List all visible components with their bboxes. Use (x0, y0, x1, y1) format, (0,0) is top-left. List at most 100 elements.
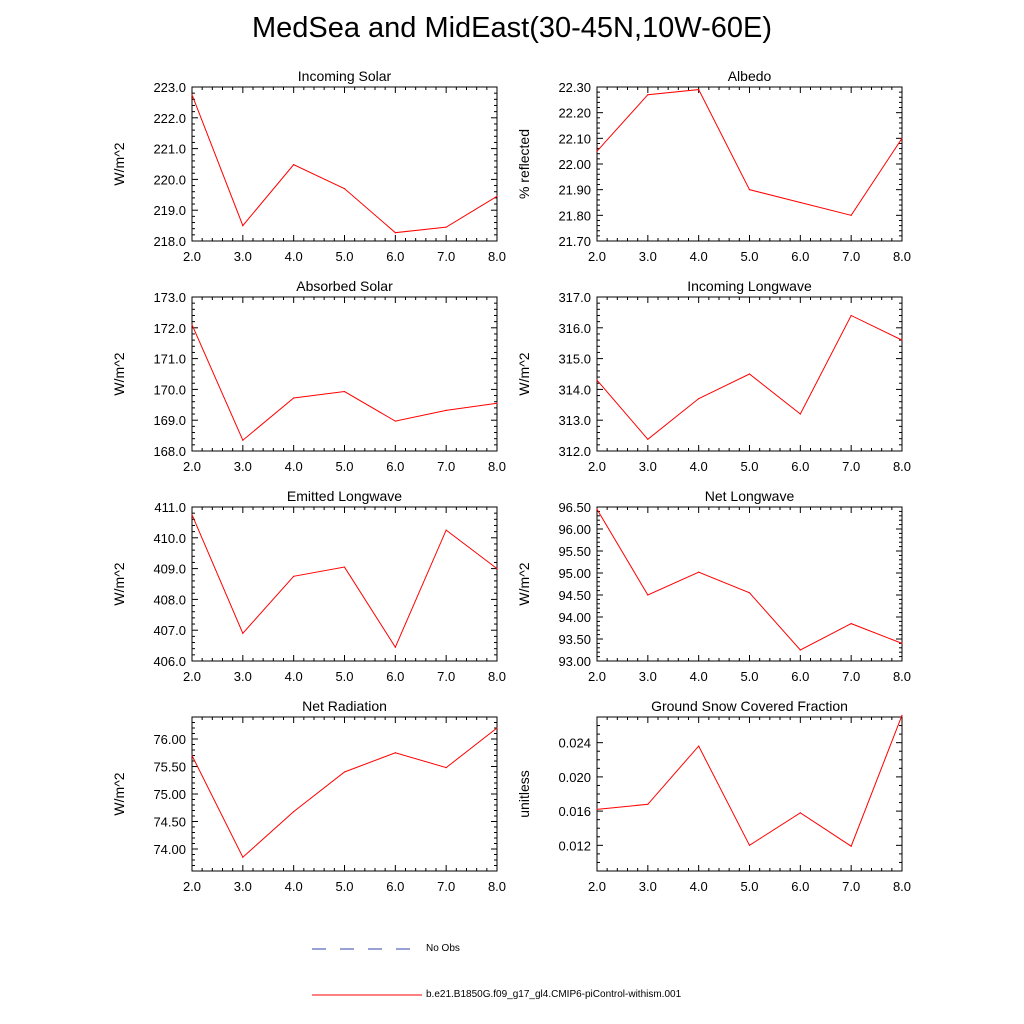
x-tick-label: 6.0 (386, 669, 404, 684)
data-point (191, 514, 193, 516)
x-tick-label: 6.0 (791, 459, 809, 474)
data-point (394, 752, 396, 754)
data-point (496, 727, 498, 729)
x-tick-label: 5.0 (335, 249, 353, 264)
plot-frame (596, 716, 903, 872)
y-tick-label: 75.00 (153, 787, 186, 802)
y-tick-label: 0.016 (558, 804, 591, 819)
data-point (698, 88, 700, 91)
y-tick-label: 21.80 (558, 208, 591, 223)
x-tick-label: 5.0 (335, 669, 353, 684)
y-tick-label: 74.00 (153, 842, 186, 857)
y-tick-label: 222.0 (153, 111, 186, 126)
data-point (799, 201, 801, 204)
data-point (343, 188, 346, 190)
y-tick-label: 313.0 (558, 413, 591, 428)
panel-absorbed-solar: Absorbed Solar W/m^2 2.0 3.0 4.0 5.0 6.0 7.0 8.0… (111, 278, 506, 474)
data-point (850, 623, 852, 625)
data-point (698, 571, 700, 573)
y-tick-label: 410.0 (153, 531, 186, 546)
x-tick-label: 7.0 (842, 669, 860, 684)
x-tick-label: 8.0 (893, 459, 911, 474)
x-tick-label: 2.0 (183, 249, 201, 264)
panel-title: Net Radiation (302, 698, 387, 714)
y-tick-label: 314.0 (558, 382, 591, 397)
panel-title: Net Longwave (705, 488, 795, 504)
panel-title: Ground Snow Covered Fraction (651, 698, 848, 714)
x-tick-label: 6.0 (791, 669, 809, 684)
y-tick-label: 0.020 (558, 770, 591, 785)
data-point (748, 844, 751, 846)
series-line-model (191, 324, 498, 442)
x-tick-label: 2.0 (588, 459, 606, 474)
x-tick-label: 5.0 (335, 459, 353, 474)
y-tick-label: 21.70 (558, 234, 591, 249)
series-line-model (596, 715, 903, 847)
data-point (596, 150, 598, 152)
plot-frame (596, 86, 903, 242)
data-point (242, 225, 244, 227)
y-tick-label: 94.50 (558, 588, 591, 603)
series-line-model (596, 89, 903, 216)
data-point (799, 812, 801, 814)
y-tick-label: 408.0 (153, 592, 186, 607)
data-point (445, 409, 447, 411)
panel-title: Emitted Longwave (287, 488, 402, 504)
x-tick-label: 7.0 (437, 879, 455, 894)
y-tick-label: 0.012 (558, 838, 591, 853)
data-point (698, 745, 700, 747)
data-point (191, 754, 193, 757)
legend-label-model: b.e21.B1850G.f09_g17_gl4.CMIP6-piControl… (426, 989, 682, 1000)
y-tick-label: 94.00 (558, 610, 591, 625)
y-tick-label: 220.0 (153, 172, 186, 187)
x-tick-label: 7.0 (437, 669, 455, 684)
x-tick-label: 8.0 (488, 669, 506, 684)
data-point (901, 339, 903, 341)
data-point (394, 646, 396, 648)
panel-emitted-longwave: Emitted Longwave W/m^2 2.0 3.0 4.0 5.0 6.0 7.0 8… (111, 488, 506, 684)
y-tick-label: 221.0 (153, 142, 186, 157)
data-point (242, 856, 244, 858)
y-tick-label: 96.50 (558, 500, 591, 515)
panel-title: Albedo (728, 68, 772, 84)
data-point (596, 808, 598, 811)
data-point (496, 568, 498, 570)
y-tick-label: 96.00 (558, 522, 591, 537)
x-tick-label: 4.0 (690, 879, 708, 894)
y-tick-label: 406.0 (153, 654, 186, 669)
x-tick-label: 8.0 (488, 879, 506, 894)
x-tick-label: 8.0 (488, 459, 506, 474)
data-point (242, 632, 244, 634)
y-tick-label: 22.10 (558, 131, 591, 146)
data-point (799, 413, 801, 415)
x-tick-label: 6.0 (791, 879, 809, 894)
x-tick-label: 2.0 (183, 879, 201, 894)
x-tick-label: 6.0 (386, 459, 404, 474)
x-tick-label: 4.0 (285, 879, 303, 894)
y-tick-label: 74.50 (153, 815, 186, 830)
data-point (293, 575, 295, 577)
x-tick-label: 2.0 (588, 879, 606, 894)
data-point (647, 94, 649, 96)
panel-title: Incoming Solar (298, 68, 392, 84)
x-tick-label: 3.0 (639, 459, 657, 474)
data-point (293, 811, 295, 813)
y-tick-label: 75.50 (153, 760, 186, 775)
data-point (293, 164, 295, 166)
x-tick-label: 5.0 (335, 879, 353, 894)
x-tick-label: 2.0 (588, 669, 606, 684)
panel-incoming-longwave: Incoming Longwave W/m^2 2.0 3.0 4.0 5.0 6.0 7.0… (516, 278, 911, 474)
x-tick-label: 4.0 (285, 249, 303, 264)
data-point (343, 566, 346, 568)
x-tick-label: 3.0 (234, 669, 252, 684)
figure-title: MedSea and MidEast(30-45N,10W-60E) (251, 12, 773, 44)
x-tick-label: 7.0 (842, 249, 860, 264)
x-tick-label: 3.0 (234, 249, 252, 264)
x-tick-label: 3.0 (639, 669, 657, 684)
y-tick-label: 95.00 (558, 566, 591, 581)
y-tick-label: 22.00 (558, 157, 591, 172)
data-point (647, 594, 649, 596)
y-tick-label: 409.0 (153, 562, 186, 577)
data-point (647, 803, 649, 805)
y-tick-label: 21.90 (558, 183, 591, 198)
